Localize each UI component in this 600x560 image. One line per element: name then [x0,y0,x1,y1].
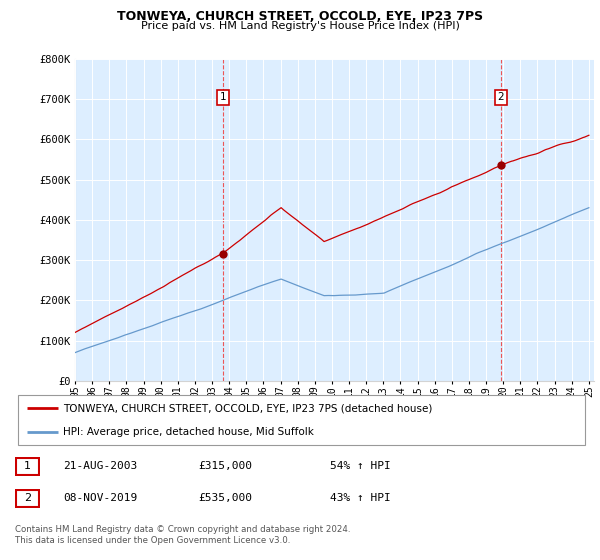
Text: £535,000: £535,000 [198,493,252,503]
Text: 21-AUG-2003: 21-AUG-2003 [63,461,137,472]
Text: TONWEYA, CHURCH STREET, OCCOLD, EYE, IP23 7PS (detached house): TONWEYA, CHURCH STREET, OCCOLD, EYE, IP2… [64,403,433,413]
FancyBboxPatch shape [18,395,585,445]
Text: TONWEYA, CHURCH STREET, OCCOLD, EYE, IP23 7PS: TONWEYA, CHURCH STREET, OCCOLD, EYE, IP2… [117,10,483,22]
Text: Price paid vs. HM Land Registry's House Price Index (HPI): Price paid vs. HM Land Registry's House … [140,21,460,31]
Text: £315,000: £315,000 [198,461,252,472]
Text: HPI: Average price, detached house, Mid Suffolk: HPI: Average price, detached house, Mid … [64,427,314,437]
Text: 43% ↑ HPI: 43% ↑ HPI [330,493,391,503]
Text: 2: 2 [24,493,31,503]
Text: 1: 1 [24,461,31,472]
Text: 2: 2 [497,92,504,102]
FancyBboxPatch shape [16,490,39,507]
FancyBboxPatch shape [16,458,39,475]
Text: Contains HM Land Registry data © Crown copyright and database right 2024.
This d: Contains HM Land Registry data © Crown c… [15,525,350,545]
Text: 54% ↑ HPI: 54% ↑ HPI [330,461,391,472]
Text: 08-NOV-2019: 08-NOV-2019 [63,493,137,503]
Text: 1: 1 [220,92,226,102]
